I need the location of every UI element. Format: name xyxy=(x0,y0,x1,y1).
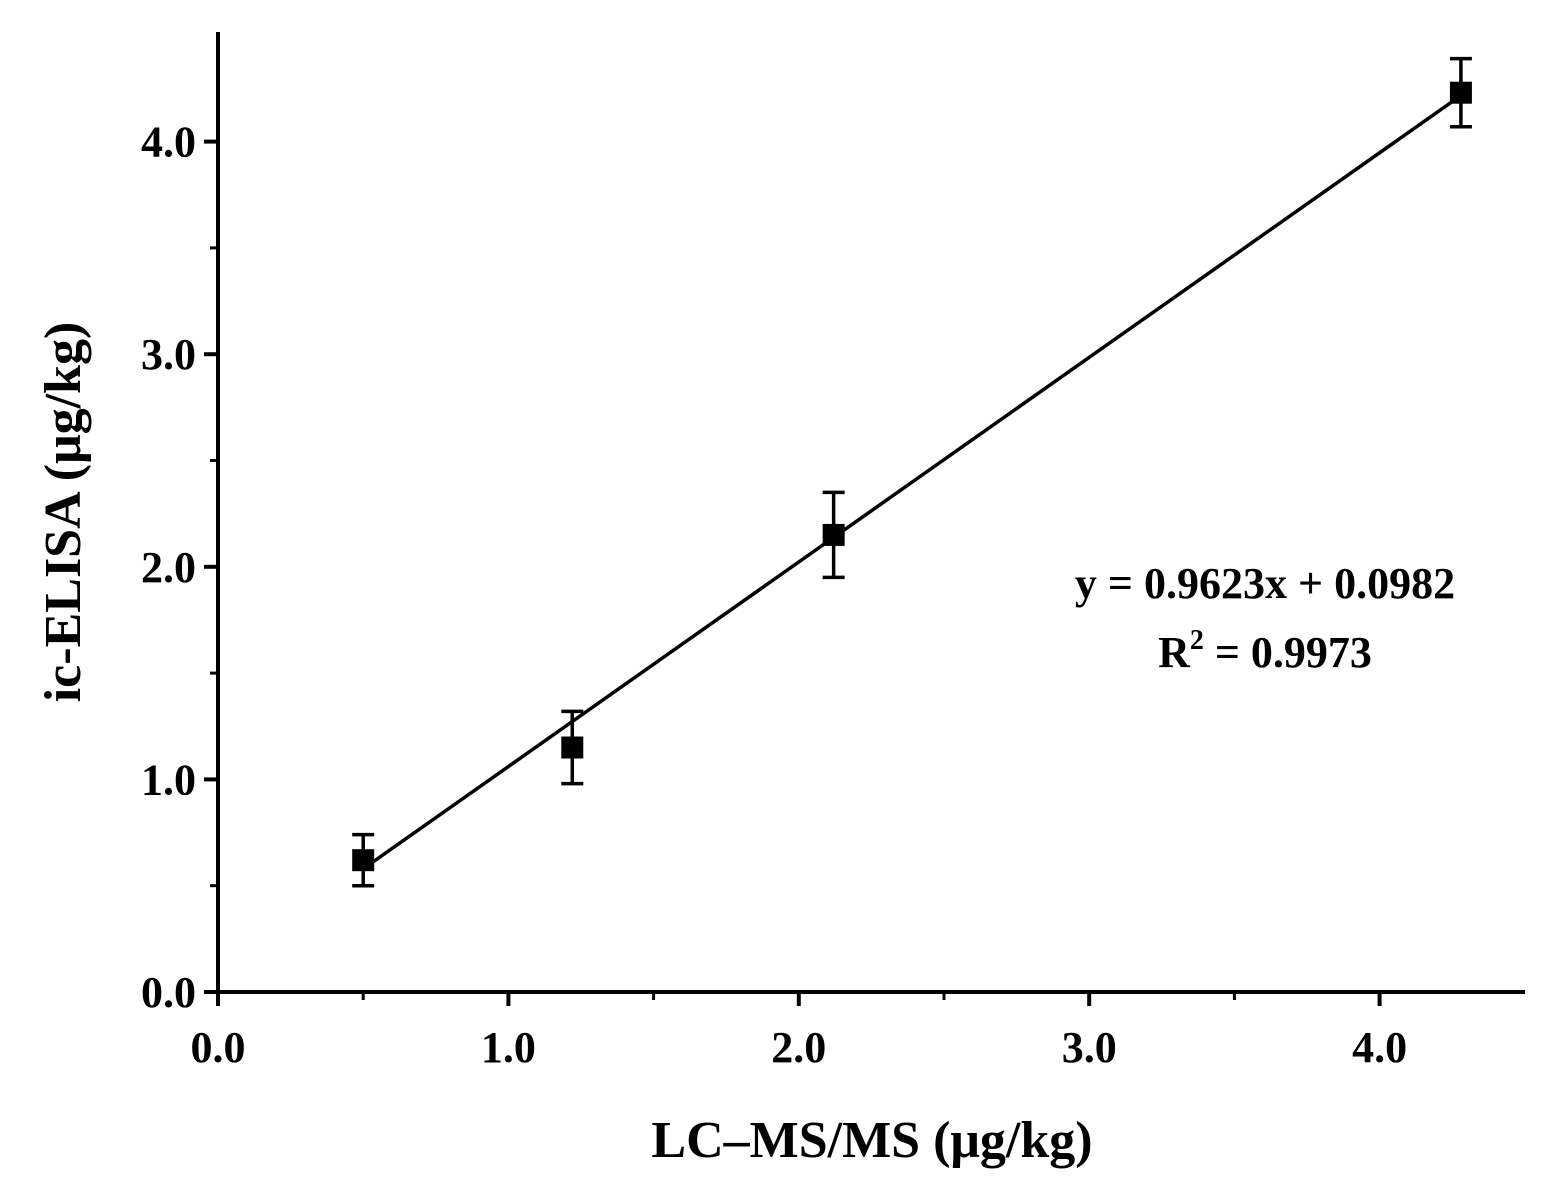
y-tick-label: 4.0 xyxy=(141,118,196,167)
data-points xyxy=(352,56,1472,888)
x-tick-label: 2.0 xyxy=(771,1023,826,1072)
y-tick-label: 2.0 xyxy=(141,543,196,592)
fit-line xyxy=(362,94,1462,871)
x-tick-label: 3.0 xyxy=(1062,1023,1117,1072)
data-point xyxy=(1449,81,1472,104)
y-tick-label: 0.0 xyxy=(141,968,196,1017)
y-tick-label: 3.0 xyxy=(141,330,196,379)
data-point xyxy=(561,736,584,759)
data-point xyxy=(352,849,375,872)
y-axis-title: ic-ELISA (μg/kg) xyxy=(35,322,92,703)
r-value: = 0.9973 xyxy=(1204,628,1372,677)
x-tick-label: 4.0 xyxy=(1352,1023,1407,1072)
x-tick-label: 1.0 xyxy=(481,1023,536,1072)
ticks: 0.0 1.0 2.0 3.0 4.0 0.0 1.0 2.0 3.0 4.0 xyxy=(141,118,1407,1072)
y-tick-label: 1.0 xyxy=(141,755,196,804)
r-label: R xyxy=(1158,628,1191,677)
regression-equation: y = 0.9623x + 0.0982 xyxy=(1075,559,1455,608)
r-squared-label: R2 = 0.9973 xyxy=(1158,625,1372,677)
x-axis-title: LC–MS/MS (μg/kg) xyxy=(651,1112,1092,1169)
axes xyxy=(216,32,1525,994)
x-tick-label: 0.0 xyxy=(191,1023,246,1072)
fit-line-group xyxy=(362,94,1462,871)
r-superscript: 2 xyxy=(1190,625,1204,656)
data-point xyxy=(822,523,845,546)
